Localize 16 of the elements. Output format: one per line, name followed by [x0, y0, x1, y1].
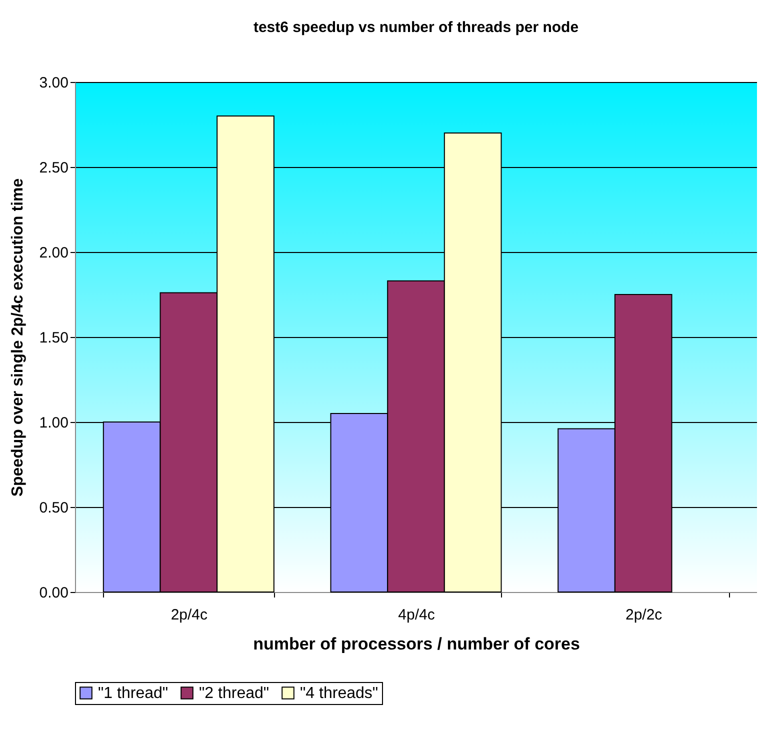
y-tick-label: 2.50 — [39, 160, 68, 176]
y-tick-label: 0.50 — [39, 500, 68, 516]
x-tick-label: 2p/4c — [170, 606, 208, 624]
x-axis-title: number of processors / number of cores — [253, 634, 580, 654]
x-tick-label: 2p/2c — [625, 606, 663, 624]
legend-label: "2 thread" — [199, 685, 270, 702]
y-axis-title: Speedup over single 2p/4c execution time — [9, 178, 26, 497]
y-tick-label: 1.00 — [39, 414, 68, 432]
y-tick-label: 0.00 — [39, 584, 68, 602]
y-tick-label: 2.00 — [39, 244, 68, 262]
x-tick-label: 4p/4c — [398, 606, 436, 624]
legend-label: "4 threads" — [300, 685, 378, 702]
chart-title: test6 speedup vs number of threads per node — [253, 19, 579, 36]
y-tick-label: 1.50 — [39, 330, 68, 346]
legend-label: "1 thread" — [98, 685, 168, 702]
y-tick-label: 3.00 — [39, 74, 68, 92]
